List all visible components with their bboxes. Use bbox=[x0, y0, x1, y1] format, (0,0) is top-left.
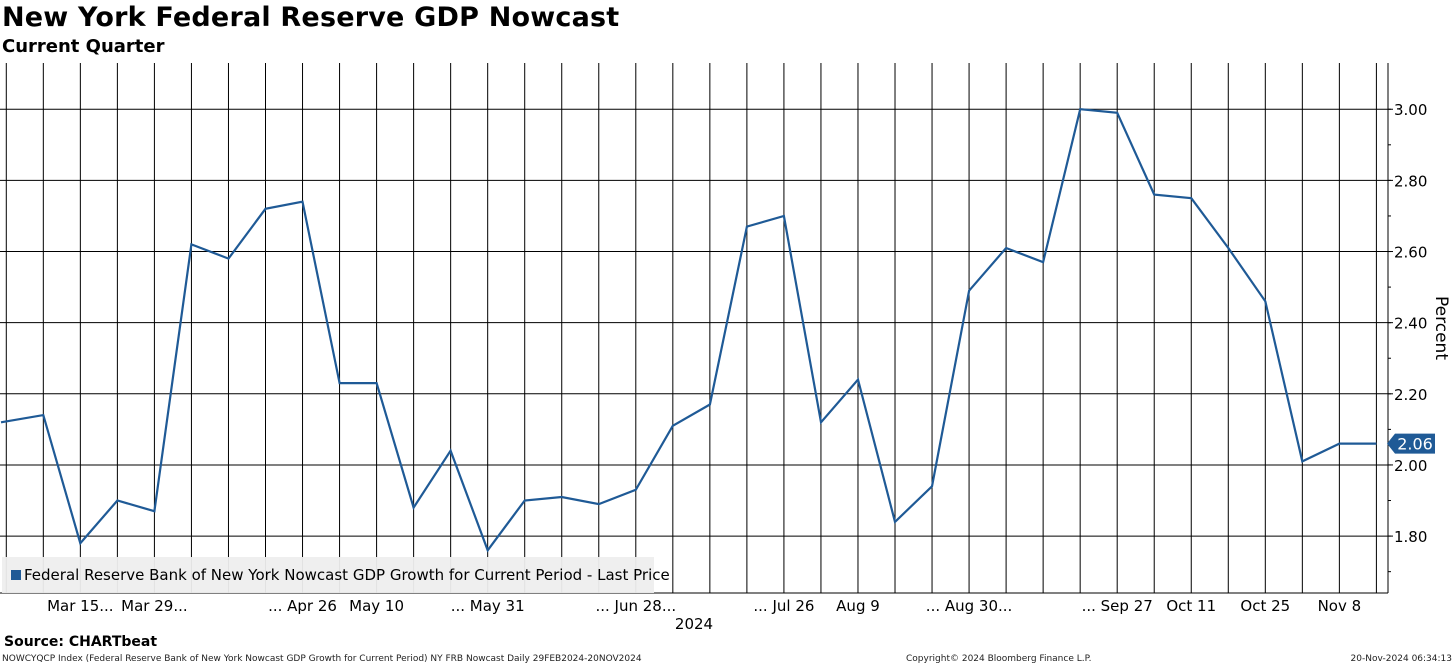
y-tick-label: 1.80 bbox=[1394, 528, 1427, 546]
y-tick-label: 2.80 bbox=[1394, 172, 1427, 190]
legend-swatch bbox=[11, 570, 21, 580]
y-tick-label: 3.00 bbox=[1394, 101, 1427, 119]
y-tick-label: 2.60 bbox=[1394, 244, 1427, 262]
legend: Federal Reserve Bank of New York Nowcast… bbox=[2, 557, 670, 593]
x-tick-label: ... Jun 28... bbox=[595, 597, 676, 615]
source-note: Source: CHARTbeat bbox=[4, 634, 158, 650]
x-tick-label: ... Jul 26 bbox=[753, 597, 814, 615]
x-tick-label: Mar 15... bbox=[47, 597, 113, 615]
x-tick-label: ... Aug 30... bbox=[926, 597, 1013, 615]
x-tick-label: ... May 31 bbox=[451, 597, 525, 615]
y-axis-label: Percent bbox=[1431, 296, 1451, 360]
y-tick-label: 2.00 bbox=[1394, 457, 1427, 475]
series-line bbox=[0, 108, 1377, 553]
x-axis-label: 2024 bbox=[675, 615, 713, 633]
legend-label: Federal Reserve Bank of New York Nowcast… bbox=[24, 566, 670, 584]
last-value-label: 2.06 bbox=[1397, 435, 1433, 454]
x-tick-label: Oct 25 bbox=[1240, 597, 1290, 615]
timestamp: 20-Nov-2024 06:34:13 bbox=[1350, 654, 1452, 664]
y-tick-label: 2.20 bbox=[1394, 386, 1427, 404]
x-tick-label: ... Sep 27 bbox=[1082, 597, 1153, 615]
x-tick-label: May 10 bbox=[349, 597, 404, 615]
chart-subtitle: Current Quarter bbox=[2, 36, 165, 57]
index-info: NOWCYQCP Index (Federal Reserve Bank of … bbox=[2, 654, 642, 664]
x-tick-label: Aug 9 bbox=[836, 597, 880, 615]
y-tick-label: 2.40 bbox=[1394, 315, 1427, 333]
last-value-badge bbox=[1387, 433, 1435, 454]
chart-title: New York Federal Reserve GDP Nowcast bbox=[2, 2, 620, 33]
x-tick-label: Oct 11 bbox=[1166, 597, 1216, 615]
x-tick-label: Nov 8 bbox=[1318, 597, 1362, 615]
x-tick-label: Mar 29... bbox=[121, 597, 187, 615]
x-tick-label: ... Apr 26 bbox=[268, 597, 337, 615]
copyright-note: Copyright© 2024 Bloomberg Finance L.P. bbox=[906, 654, 1092, 664]
